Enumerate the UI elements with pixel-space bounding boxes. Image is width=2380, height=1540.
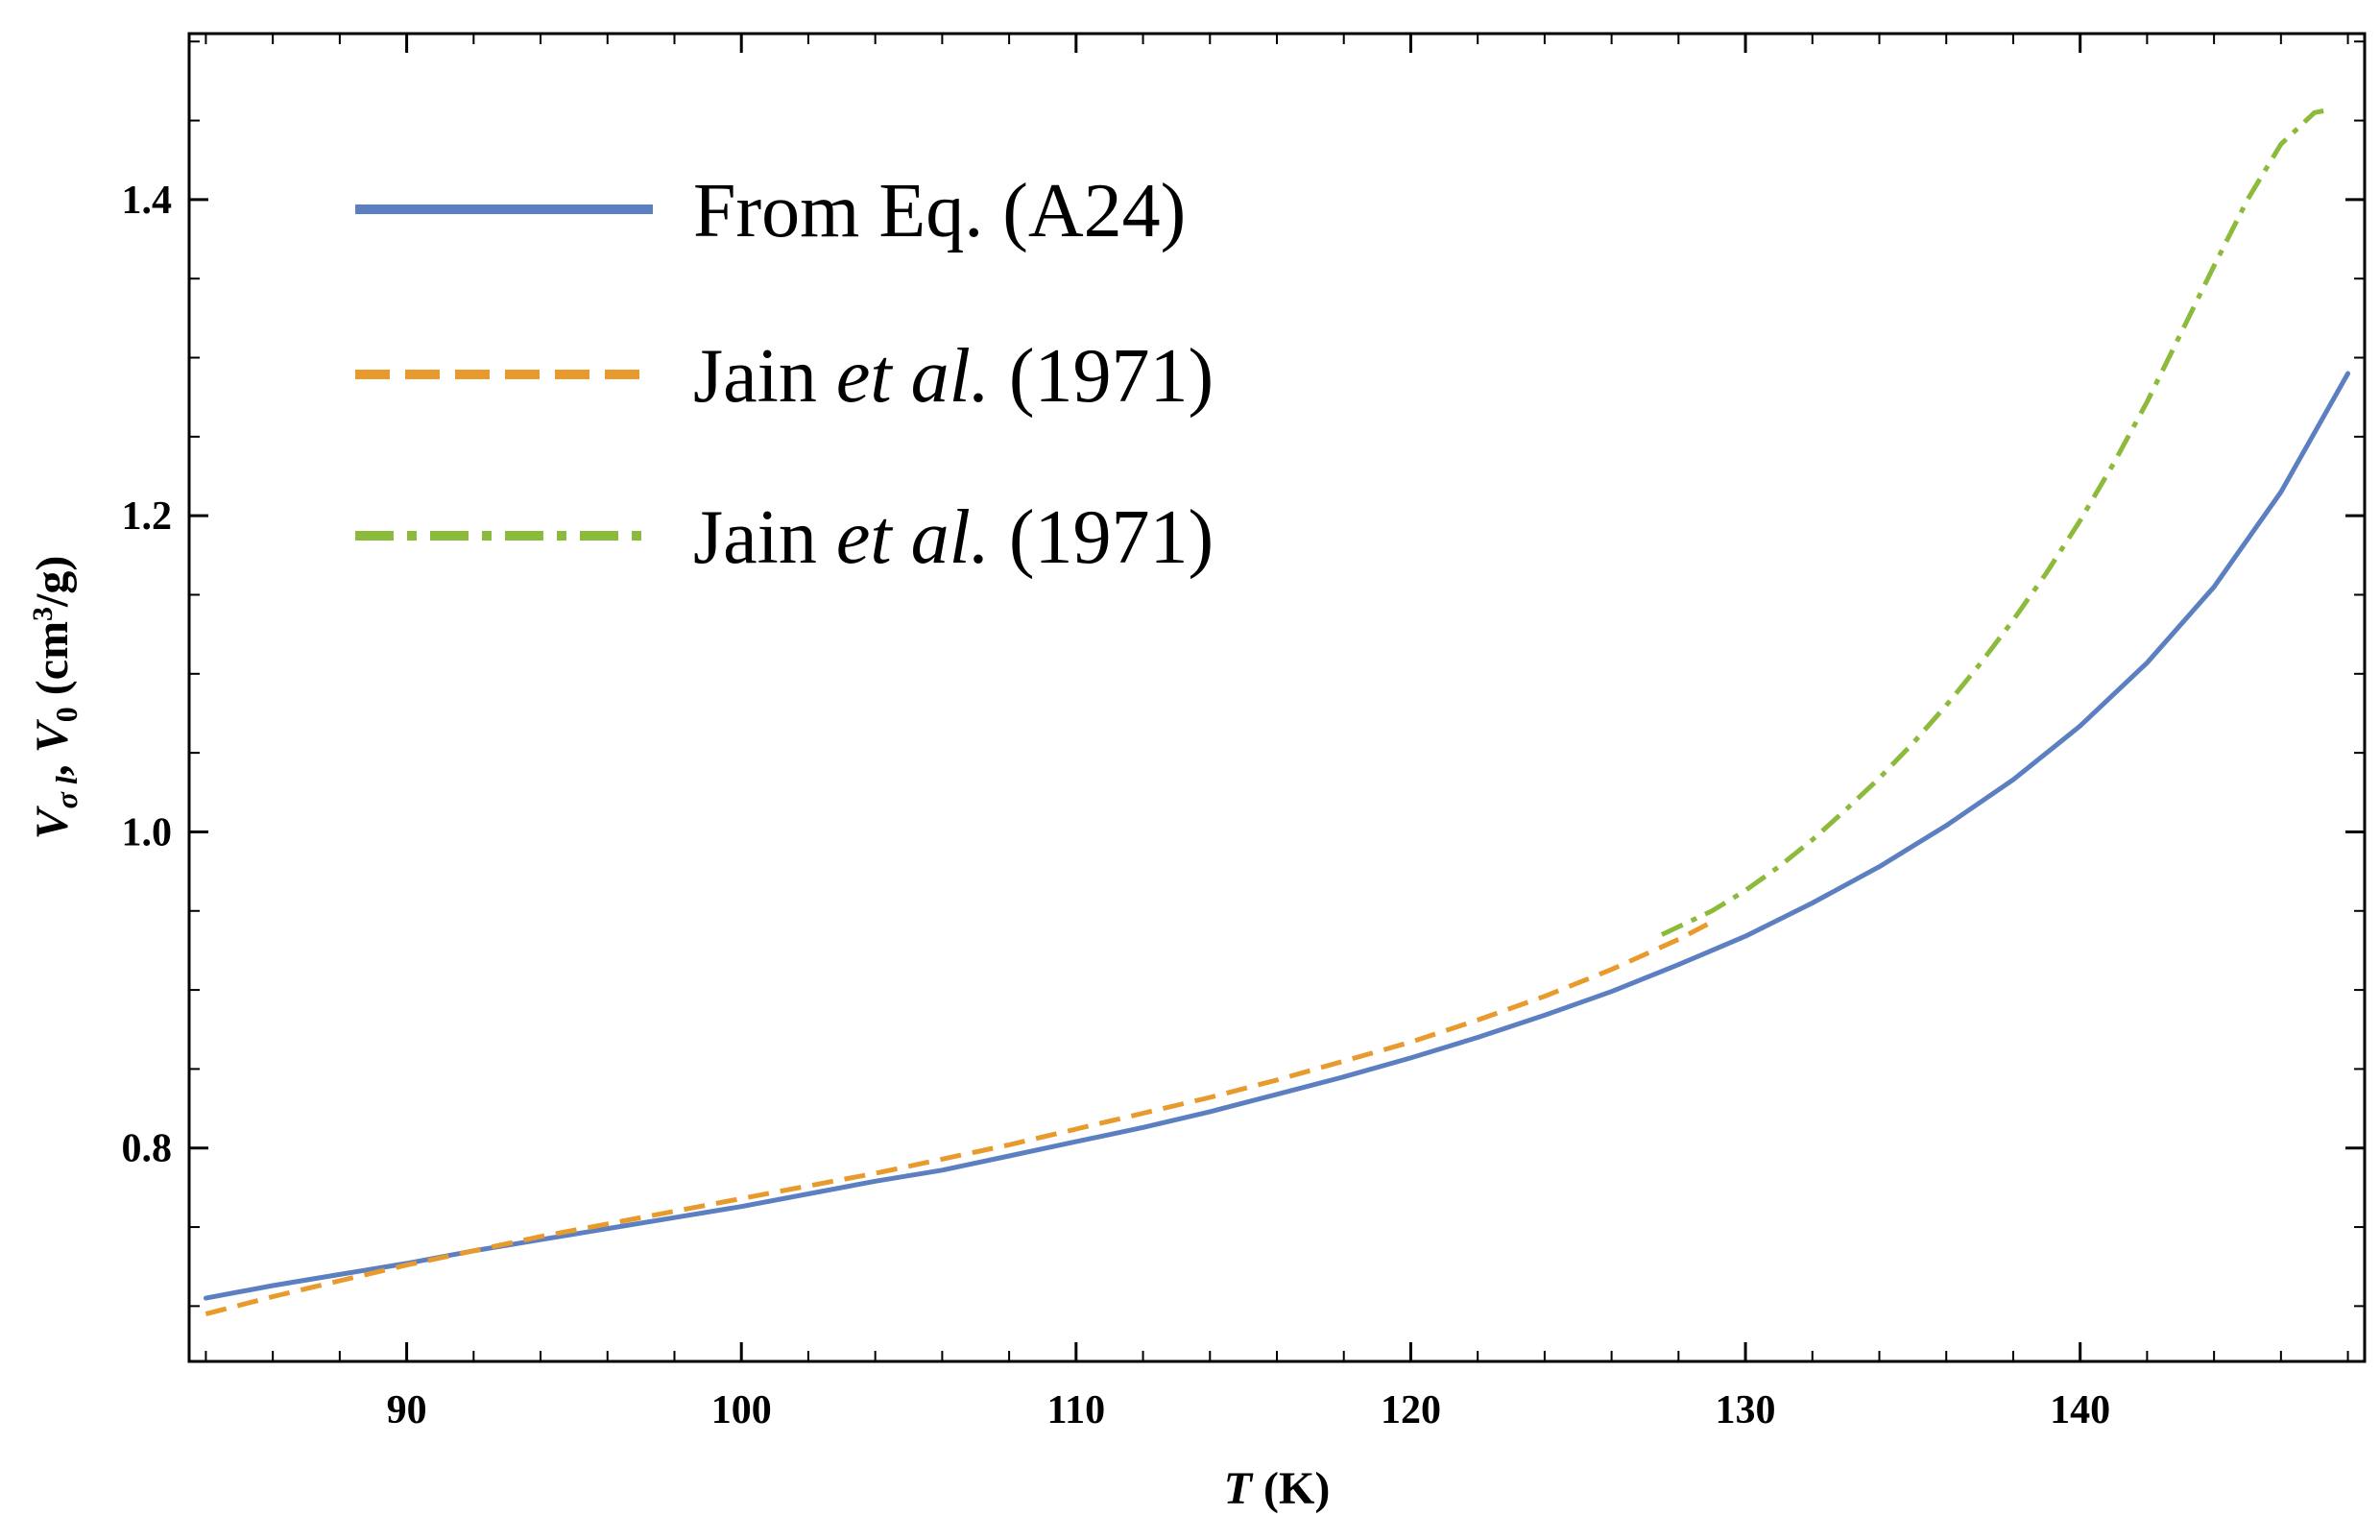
x-tick-label: 100 [711, 1388, 772, 1432]
series-line-solid [203, 371, 2351, 1301]
x-tick-label: 110 [1046, 1388, 1105, 1432]
legend-label-1-c: (1971) [990, 334, 1214, 419]
y-axis-unit-post: /g) [27, 556, 78, 608]
legend-label-1-a: Jain [693, 334, 836, 419]
legend-label-2: Jain et al. (1971) [693, 495, 1214, 580]
y-tick-label: 1.2 [122, 494, 173, 539]
ticks-layer: 90 100 110 120 130 140 0.8 1.0 1.2 1.4 [122, 34, 2365, 1432]
series-line-dashed [204, 920, 1714, 1317]
y-axis-var-1: V [27, 805, 78, 839]
x-axis-var: T [1224, 1463, 1254, 1514]
plot-frame [187, 32, 2367, 1363]
legend: From Eq. (A24) Jain et al. (1971) Jain e… [355, 169, 1214, 580]
y-axis-var-2: V [27, 718, 78, 753]
legend-label-2-a: Jain [693, 495, 836, 580]
legend-label-2-c: (1971) [990, 495, 1214, 580]
y-tick-label: 1.0 [122, 810, 173, 854]
x-tick-label: 120 [1381, 1388, 1441, 1432]
y-axis-sub-1: σ l [49, 776, 84, 808]
y-axis-unit-sup: 3 [27, 607, 59, 621]
y-axis-title: Vσ l, V0 (cm3/g) [27, 556, 84, 840]
y-axis-unit-pre: (cm [27, 621, 78, 707]
y-axis-sub-2: 0 [49, 707, 84, 722]
y-axis-sep: , [27, 753, 78, 776]
y-tick-label: 1.4 [122, 179, 173, 223]
series-line-dash-dot [1660, 107, 2332, 937]
legend-label-0-text: From Eq. (A24) [693, 169, 1186, 253]
legend-label-2-b: et al. [836, 495, 990, 580]
x-axis-title: T (K) [1224, 1463, 1331, 1514]
x-tick-label: 130 [1716, 1388, 1776, 1432]
series-layer [203, 107, 2351, 1317]
x-axis-unit: (K) [1252, 1463, 1330, 1514]
legend-label-1-b: et al. [836, 334, 990, 419]
legend-label-1: Jain et al. (1971) [693, 334, 1214, 419]
x-tick-label: 90 [387, 1388, 427, 1432]
y-tick-label: 0.8 [122, 1127, 173, 1171]
x-tick-label: 140 [2050, 1388, 2110, 1432]
legend-label-0: From Eq. (A24) [693, 169, 1186, 253]
